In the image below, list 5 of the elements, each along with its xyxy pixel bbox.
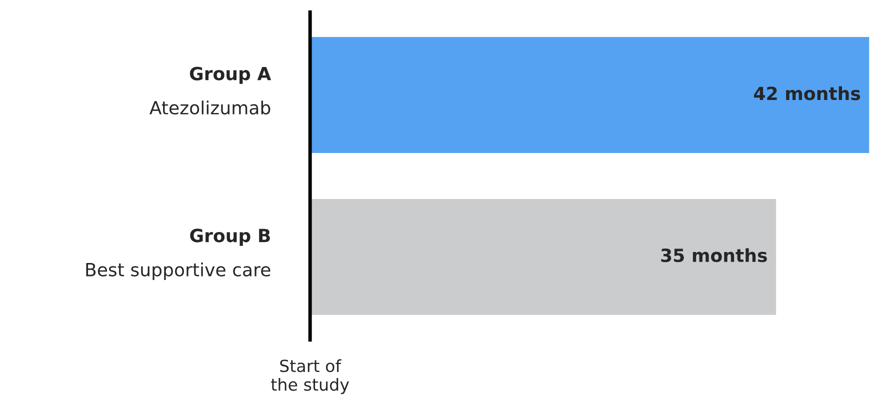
y-tick-label: Group A Atezolizumab [150,66,272,115]
y-tick-label: Group B Best supportive care [86,228,270,280]
data-label: 42 months [754,86,860,100]
data-label: 35 months [661,248,767,262]
text: Start of the study [271,359,350,394]
